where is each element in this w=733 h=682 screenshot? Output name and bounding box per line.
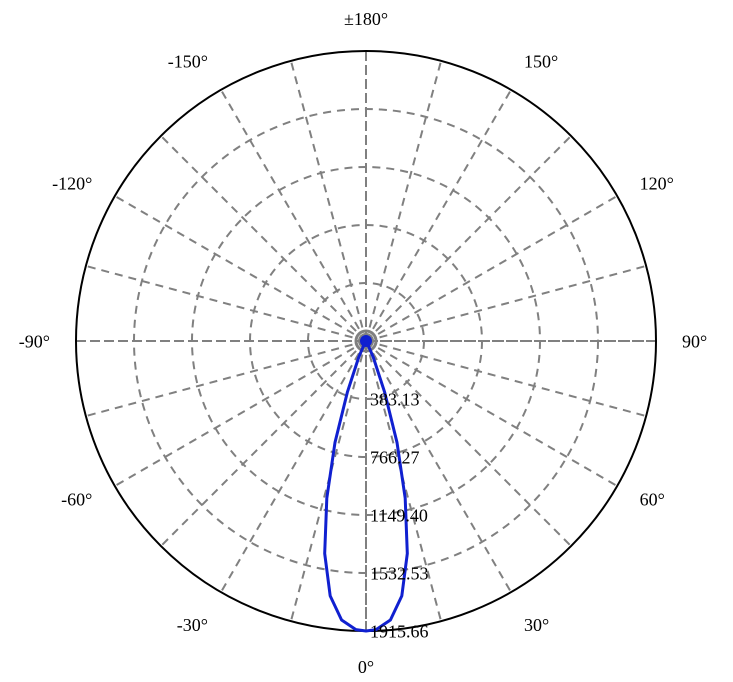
radial-label: 766.27 [370,447,420,467]
angle-label: -150° [168,51,208,71]
radial-label: 1149.40 [370,505,428,525]
angle-label: 120° [640,173,674,193]
radial-label: 1915.66 [370,621,429,641]
angle-label: 0° [358,657,374,677]
center-dot [360,335,372,347]
angle-label: 90° [682,331,707,351]
polar-chart: 383.13 766.27 1149.40 1532.53 1915.66 0° 30° 60… [0,0,733,682]
angle-label: 150° [524,51,558,71]
angle-label: ±180° [344,9,388,29]
angle-label: -120° [52,173,92,193]
radial-label: 383.13 [370,389,420,409]
angle-label: -90° [19,331,50,351]
angle-label: 60° [640,489,665,509]
angle-label: -30° [177,615,208,635]
angle-label: -60° [61,489,92,509]
angle-label: 30° [524,615,549,635]
radial-label: 1532.53 [370,563,429,583]
